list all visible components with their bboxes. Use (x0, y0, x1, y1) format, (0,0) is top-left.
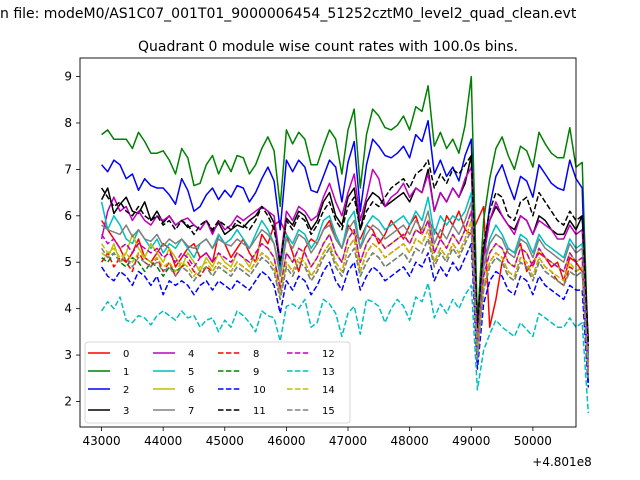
legend-label: 3 (123, 406, 129, 417)
legend-item-4: 4 (153, 349, 194, 360)
series-line-4 (100, 166, 590, 356)
figure-suptitle: n file: modeM0/AS1C07_001T01_9000006454_… (0, 6, 577, 22)
series-line-12 (100, 210, 590, 374)
legend-item-11: 11 (218, 406, 266, 417)
x-tick-label: 47000 (329, 434, 367, 448)
legend-item-0: 0 (88, 349, 129, 360)
series-line-10 (100, 242, 590, 388)
series-line-11 (100, 154, 590, 346)
x-tick-label: 43000 (82, 434, 120, 448)
y-tick-label: 9 (64, 70, 72, 84)
plot-frame (79, 57, 577, 428)
legend-item-5: 5 (153, 367, 194, 378)
x-offset-label: +4.801e8 (532, 455, 591, 469)
legend-item-1: 1 (88, 367, 129, 378)
y-axis: 2 3 4 5 6 7 8 9 (64, 70, 80, 408)
x-tick-label: 45000 (206, 434, 244, 448)
series-line-1 (101, 75, 590, 356)
y-tick-label: 8 (64, 116, 72, 130)
x-tick-label: 49000 (452, 434, 490, 448)
legend-label: 15 (322, 406, 335, 417)
series-line-7 (101, 201, 590, 365)
legend-label: 0 (123, 349, 129, 360)
legend-label: 10 (253, 385, 266, 396)
series-line-14 (100, 219, 590, 374)
legend-label: 11 (253, 406, 266, 417)
legend-label: 6 (188, 385, 194, 396)
legend-item-12: 12 (287, 349, 335, 360)
plot-area (100, 75, 590, 414)
x-tick-label: 50000 (514, 434, 552, 448)
legend-item-14: 14 (287, 385, 335, 396)
x-tick-label: 44000 (144, 434, 182, 448)
y-tick-label: 4 (64, 302, 72, 316)
legend-item-7: 7 (153, 406, 194, 417)
x-tick-label: 48000 (391, 434, 429, 448)
legend-label: 8 (253, 349, 259, 360)
series-line-13 (100, 282, 590, 414)
legend-item-6: 6 (153, 385, 194, 396)
x-tick-label: 46000 (267, 434, 305, 448)
legend-item-15: 15 (287, 406, 335, 417)
y-tick-label: 6 (64, 209, 72, 223)
legend-box (84, 341, 351, 424)
y-tick-label: 5 (64, 255, 72, 269)
y-tick-label: 3 (64, 348, 72, 362)
legend-item-2: 2 (88, 385, 129, 396)
x-axis: 43000 44000 45000 46000 47000 48000 49000 50000 (82, 427, 552, 448)
legend-label: 1 (123, 367, 129, 378)
series-line-2 (101, 119, 590, 383)
legend-label: 7 (188, 406, 194, 417)
legend-item-13: 13 (287, 367, 335, 378)
legend-label: 14 (322, 385, 335, 396)
legend-item-9: 9 (218, 367, 259, 378)
legend-label: 9 (253, 367, 259, 378)
legend-label: 4 (188, 349, 194, 360)
legend-item-10: 10 (218, 385, 266, 396)
y-tick-label: 2 (64, 394, 72, 408)
series-line-15 (100, 228, 590, 379)
legend-label: 12 (322, 349, 335, 360)
y-tick-label: 7 (64, 162, 72, 176)
legend-item-8: 8 (218, 349, 259, 360)
legend-item-3: 3 (88, 406, 129, 417)
legend-label: 13 (322, 367, 335, 378)
chart-title: Quadrant 0 module wise count rates with … (138, 39, 518, 55)
legend-label: 2 (123, 385, 129, 396)
legend-label: 5 (188, 367, 194, 378)
